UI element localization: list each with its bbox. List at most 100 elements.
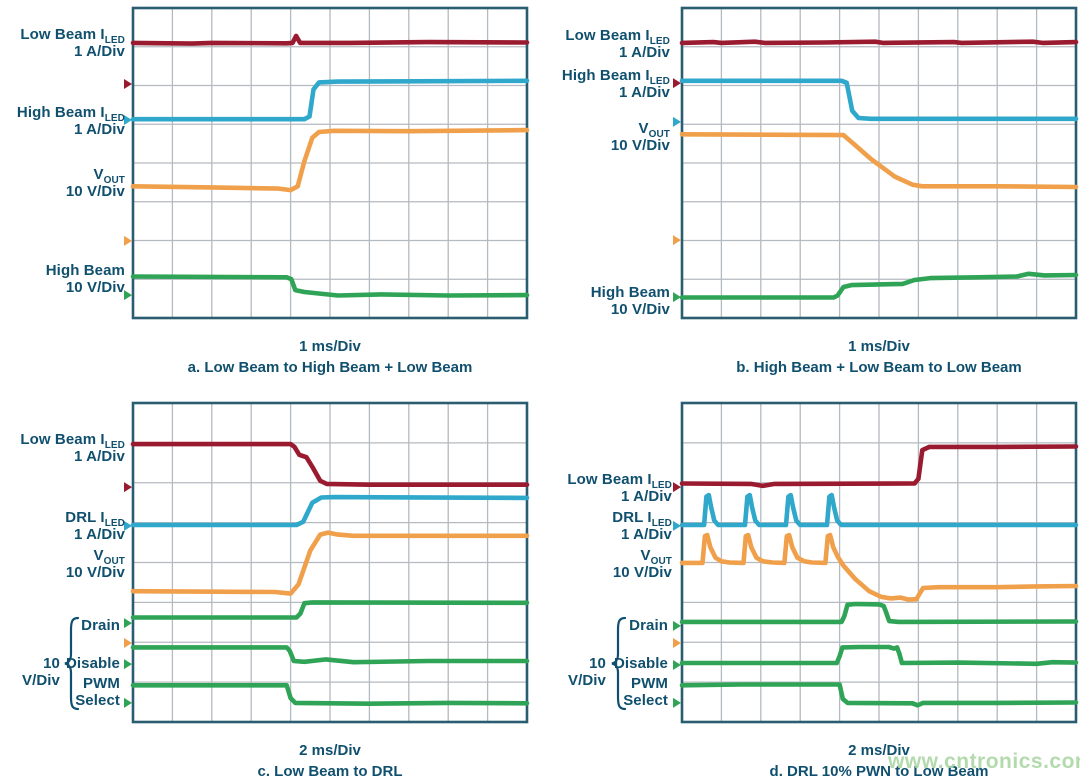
channel-name: Low Beam I xyxy=(567,471,652,488)
gate-label-d-drain: Drain xyxy=(588,617,668,634)
channel-scale: 10 V/Div xyxy=(65,183,125,200)
ground-marker-icon xyxy=(673,78,681,89)
ground-marker-icon xyxy=(124,638,132,649)
channel-name: Low Beam I xyxy=(20,431,105,448)
scope-plot-d xyxy=(673,401,1079,724)
gate-name: Select xyxy=(75,692,120,709)
channel-scale: 1 A/Div xyxy=(74,121,125,138)
caption-d: 2 ms/Div d. DRL 10% PWN to Low Beam xyxy=(682,740,1076,780)
panel-title: c. Low Beam to DRL xyxy=(257,763,403,780)
gate-group-scale-c: 10 V/Div xyxy=(5,655,60,689)
caption-c: 2 ms/Div c. Low Beam to DRL xyxy=(133,740,527,780)
trace-drl-iled xyxy=(130,494,530,528)
channel-name-sub: LED xyxy=(104,113,125,124)
trace-low-beam-iled xyxy=(130,33,530,46)
channel-name-sub: LED xyxy=(649,36,670,47)
brace-icon xyxy=(611,616,627,711)
gate-name: PWM xyxy=(631,675,668,692)
timebase-label: 2 ms/Div xyxy=(299,742,361,759)
channel-name: DRL I xyxy=(65,509,105,526)
channel-name: V xyxy=(93,166,104,183)
channel-scale: 1 A/Div xyxy=(621,526,672,543)
channel-label-d-low-beam: Low Beam ILED 1 A/Div xyxy=(554,471,672,505)
trace-pwm-select xyxy=(679,682,1079,708)
ground-marker-icon xyxy=(124,235,132,246)
gate-label-c-pwm-select: PWM Select xyxy=(40,675,120,709)
caption-b: 1 ms/Div b. High Beam + Low Beam to Low … xyxy=(682,336,1076,378)
channel-name: Low Beam I xyxy=(565,27,650,44)
channel-name: V xyxy=(93,547,104,564)
trace-high-beam xyxy=(679,271,1079,300)
channel-scale: 10 V/Div xyxy=(612,564,672,581)
channel-name-sub: OUT xyxy=(650,556,672,567)
gate-name: PWM xyxy=(83,675,120,692)
ground-marker-icon xyxy=(124,78,132,89)
caption-a: 1 ms/Div a. Low Beam to High Beam + Low … xyxy=(133,336,527,378)
channel-label-b-vout: VOUT 10 V/Div xyxy=(552,120,670,154)
channel-label-d-vout: VOUT 10 V/Div xyxy=(554,547,672,581)
timebase-label: 1 ms/Div xyxy=(848,338,910,355)
ground-marker-icon xyxy=(124,114,132,125)
channel-label-a-high-beam: High Beam 10 V/Div xyxy=(5,262,125,296)
channel-label-b-high-beam: High Beam 10 V/Div xyxy=(552,284,670,318)
scope-plot-c xyxy=(124,401,530,724)
trace-drain xyxy=(679,601,1079,625)
panel-title: d. DRL 10% PWN to Low Beam xyxy=(769,763,989,780)
channel-name: High Beam xyxy=(45,262,125,279)
channel-scale: 1 A/Div xyxy=(74,526,125,543)
gate-name: Disable xyxy=(613,655,668,672)
trace-high-beam xyxy=(130,274,530,298)
trace-vout xyxy=(679,132,1079,190)
ground-marker-icon xyxy=(673,520,681,531)
ground-marker-icon xyxy=(673,638,681,649)
channel-scale: 10 V/Div xyxy=(610,137,670,154)
channel-scale: 10 V/Div xyxy=(65,564,125,581)
channel-name: High Beam I xyxy=(16,104,105,121)
plot-border xyxy=(131,401,529,724)
ground-marker-icon xyxy=(124,618,132,629)
gate-label-c-drain: Drain xyxy=(40,617,120,634)
gate-name: Drain xyxy=(629,617,668,634)
gate-name: Disable xyxy=(65,655,120,672)
channel-scale: 10 V/Div xyxy=(610,301,670,318)
gate-group-scale-d: 10 V/Div xyxy=(551,655,606,689)
ground-marker-icon xyxy=(124,697,132,708)
channel-name-sub: LED xyxy=(104,35,125,46)
brace-icon xyxy=(64,616,80,711)
channel-name-sub: OUT xyxy=(103,556,125,567)
trace-low-beam-iled xyxy=(679,39,1079,46)
channel-label-c-drl-iled: DRL ILED 1 A/Div xyxy=(5,509,125,543)
channel-name: High Beam I xyxy=(561,67,650,84)
channel-name-sub: OUT xyxy=(103,175,125,186)
channel-scale: 1 A/Div xyxy=(74,448,125,465)
ground-marker-icon xyxy=(673,482,681,493)
channel-name: Low Beam I xyxy=(20,26,105,43)
channel-label-b-high-beam-iled: High Beam ILED 1 A/Div xyxy=(552,67,670,101)
channel-name-sub: LED xyxy=(651,480,672,491)
channel-name: High Beam xyxy=(590,284,670,301)
trace-disable xyxy=(130,645,530,665)
channel-label-a-vout: VOUT 10 V/Div xyxy=(5,166,125,200)
channel-scale: 1 A/Div xyxy=(619,44,670,61)
timebase-label: 2 ms/Div xyxy=(848,742,910,759)
channel-scale: 1 A/Div xyxy=(621,488,672,505)
channel-label-d-drl-iled: DRL ILED 1 A/Div xyxy=(554,509,672,543)
channel-label-c-low-beam: Low Beam ILED 1 A/Div xyxy=(5,431,125,465)
gate-label-c-disable: Disable xyxy=(40,655,120,672)
trace-pwm-select xyxy=(130,682,530,707)
channel-label-a-high-beam-iled: High Beam ILED 1 A/Div xyxy=(5,104,125,138)
trace-vout xyxy=(130,530,530,596)
ground-marker-icon xyxy=(124,659,132,670)
trace-high-beam-iled xyxy=(679,78,1079,122)
channel-name: V xyxy=(640,547,651,564)
ground-marker-icon xyxy=(673,620,681,631)
ground-marker-icon xyxy=(124,482,132,493)
channel-scale: 1 A/Div xyxy=(619,84,670,101)
timebase-label: 1 ms/Div xyxy=(299,338,361,355)
channel-scale: 10 V/Div xyxy=(567,655,606,689)
channel-scale: 10 V/Div xyxy=(21,655,60,689)
trace-disable xyxy=(679,644,1079,667)
plot-border xyxy=(680,6,1078,320)
channel-name-sub: LED xyxy=(104,518,125,529)
channel-scale: 10 V/Div xyxy=(65,279,125,296)
